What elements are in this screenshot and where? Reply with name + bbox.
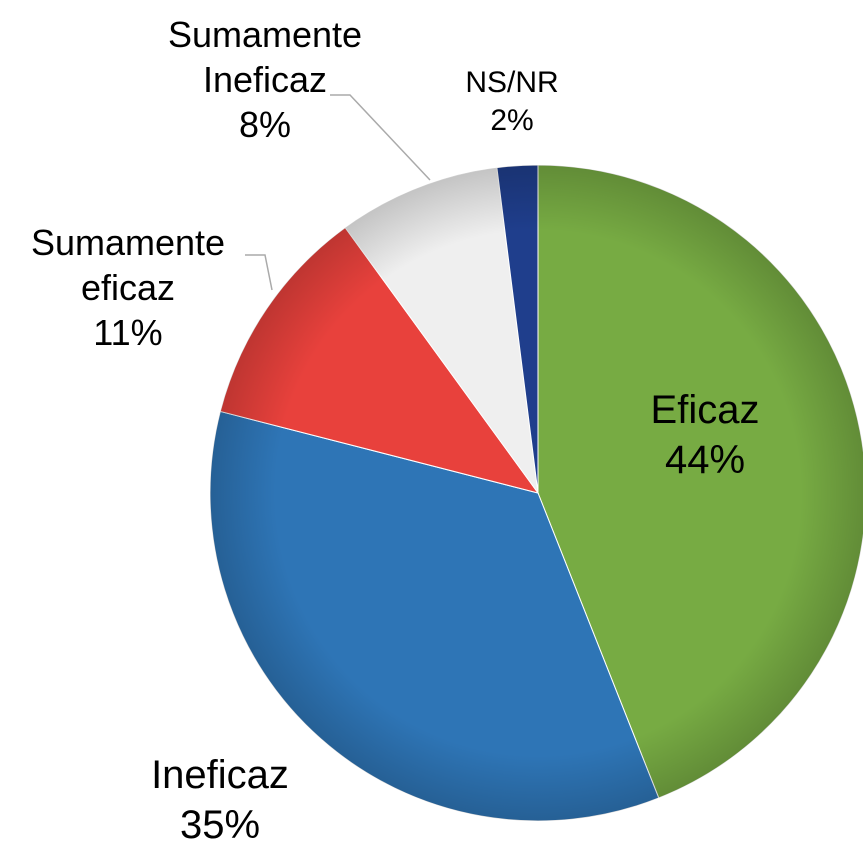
category-label: Sumamente eficaz	[30, 222, 226, 308]
slice-label: Ineficaz 35%	[110, 750, 330, 848]
value-label: 44%	[664, 438, 746, 482]
slice-label: Sumamente eficaz 11%	[13, 220, 243, 355]
leader-line	[245, 254, 273, 291]
category-label: Eficaz	[650, 388, 760, 432]
slice-label: NS/NR 2%	[442, 64, 582, 139]
category-label: Sumamente Ineficaz	[167, 14, 363, 100]
slice-label: Eficaz 44%	[605, 385, 805, 485]
value-label: 2%	[490, 103, 534, 137]
category-label: NS/NR	[465, 66, 559, 99]
value-label: 8%	[238, 104, 292, 145]
value-label: 11%	[93, 312, 163, 353]
leader-line	[330, 94, 431, 181]
slice-label: Sumamente Ineficaz 8%	[145, 12, 385, 147]
category-label: Ineficaz	[151, 753, 289, 797]
value-label: 35%	[179, 803, 261, 847]
